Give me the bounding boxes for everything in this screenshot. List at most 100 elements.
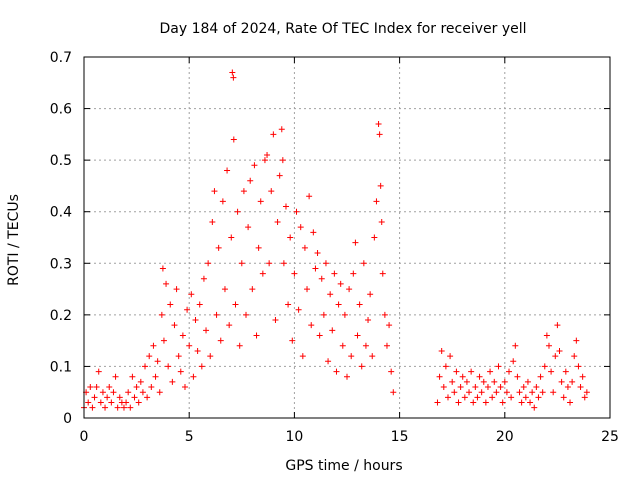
- data-point: [259, 270, 266, 277]
- data-point: [558, 378, 565, 385]
- x-tick-label: 15: [391, 429, 409, 445]
- data-point: [390, 389, 397, 396]
- data-point: [192, 317, 199, 324]
- data-point: [348, 353, 355, 360]
- data-point: [367, 291, 374, 298]
- x-tick-label: 10: [285, 429, 303, 445]
- x-axis-label: GPS time / hours: [285, 458, 402, 474]
- data-point: [133, 384, 140, 391]
- data-point: [104, 394, 111, 401]
- data-point: [581, 394, 588, 401]
- data-point: [527, 399, 534, 406]
- data-point: [575, 363, 582, 370]
- data-point: [520, 384, 527, 391]
- data-point: [211, 188, 218, 195]
- data-point: [350, 270, 357, 277]
- data-point: [344, 373, 350, 380]
- data-point: [453, 368, 460, 375]
- data-point: [449, 378, 456, 385]
- data-point: [123, 399, 130, 406]
- data-point: [282, 203, 289, 210]
- data-point: [493, 389, 500, 396]
- data-point: [339, 342, 346, 349]
- data-point: [116, 394, 123, 401]
- data-point: [482, 399, 489, 406]
- data-point: [194, 347, 201, 354]
- data-point: [518, 399, 525, 406]
- data-point: [203, 327, 210, 334]
- data-point: [539, 389, 546, 396]
- data-point: [503, 389, 510, 396]
- data-point: [508, 394, 515, 401]
- data-point: [200, 275, 207, 282]
- data-point: [474, 394, 481, 401]
- data-point: [163, 280, 170, 287]
- data-point: [95, 368, 102, 375]
- data-point: [135, 399, 142, 406]
- data-point: [476, 373, 483, 380]
- data-point: [99, 389, 106, 396]
- data-point: [514, 373, 521, 380]
- data-point: [293, 208, 300, 215]
- data-point: [179, 332, 186, 339]
- data-point: [304, 286, 311, 293]
- data-point: [480, 378, 487, 385]
- x-tick-label: 25: [601, 429, 619, 445]
- data-point: [264, 151, 271, 158]
- data-point: [112, 373, 119, 380]
- data-point: [383, 342, 390, 349]
- data-point: [470, 399, 477, 406]
- data-point: [139, 389, 146, 396]
- data-point: [156, 389, 163, 396]
- data-point: [171, 322, 178, 329]
- data-point: [266, 260, 273, 267]
- data-point: [447, 353, 454, 360]
- data-point: [356, 301, 363, 308]
- data-point: [215, 244, 222, 251]
- data-point: [438, 347, 445, 354]
- data-point: [196, 301, 203, 308]
- data-point: [229, 69, 236, 76]
- data-point: [331, 270, 338, 277]
- data-point: [93, 384, 100, 391]
- data-point: [173, 286, 180, 293]
- data-point: [379, 270, 386, 277]
- data-point: [466, 389, 473, 396]
- data-point: [219, 198, 226, 205]
- data-point: [506, 368, 513, 375]
- data-point: [177, 368, 184, 375]
- data-point: [373, 198, 380, 205]
- data-point: [491, 378, 498, 385]
- data-point: [127, 404, 134, 411]
- data-point: [358, 363, 365, 370]
- data-point: [152, 373, 159, 380]
- data-point: [375, 121, 382, 128]
- data-point: [169, 378, 176, 385]
- data-point: [388, 368, 395, 375]
- data-point: [249, 286, 256, 293]
- data-point: [468, 368, 475, 375]
- data-point: [150, 342, 157, 349]
- data-point: [207, 353, 214, 360]
- y-axis-label: ROTI / TECUs: [6, 194, 22, 286]
- data-point: [329, 327, 336, 334]
- data-point: [545, 342, 552, 349]
- data-point: [457, 384, 464, 391]
- data-point: [114, 404, 121, 411]
- data-point: [125, 389, 132, 396]
- data-point: [442, 363, 449, 370]
- data-point: [436, 373, 443, 380]
- data-point: [291, 270, 298, 277]
- data-point: [567, 399, 574, 406]
- data-point: [552, 353, 559, 360]
- data-point: [299, 353, 306, 360]
- data-point: [484, 384, 491, 391]
- data-point: [295, 306, 302, 313]
- data-point: [276, 172, 283, 179]
- data-point: [327, 291, 334, 298]
- data-point: [310, 229, 317, 236]
- data-point: [362, 342, 369, 349]
- data-point: [533, 384, 540, 391]
- data-point: [325, 358, 332, 365]
